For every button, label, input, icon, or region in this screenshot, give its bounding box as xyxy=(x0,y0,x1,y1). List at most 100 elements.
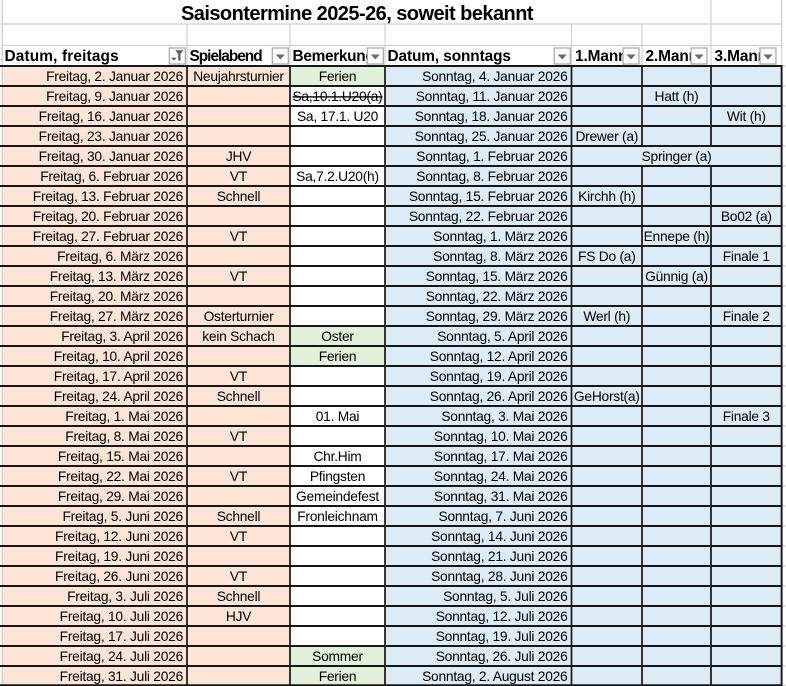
svg-text:Freitag, 30. Januar 2026: Freitag, 30. Januar 2026 xyxy=(39,149,184,164)
svg-text:Sonntag, 25. Januar 2026: Sonntag, 25. Januar 2026 xyxy=(415,129,568,144)
svg-text:VT: VT xyxy=(230,229,248,244)
svg-text:Sonntag, 12. Juli 2026: Sonntag, 12. Juli 2026 xyxy=(436,609,568,624)
svg-text:Freitag, 15. Mai 2026: Freitag, 15. Mai 2026 xyxy=(58,449,184,464)
svg-text:Freitag, 3. Juli 2026: Freitag, 3. Juli 2026 xyxy=(67,589,184,604)
svg-text:Freitag, 8. Mai 2026: Freitag, 8. Mai 2026 xyxy=(65,429,183,444)
svg-text:Freitag, 23. Januar 2026: Freitag, 23. Januar 2026 xyxy=(39,129,184,144)
svg-text:Sonntag, 19. April 2026: Sonntag, 19. April 2026 xyxy=(430,369,568,384)
svg-text:Günnig (a): Günnig (a) xyxy=(645,269,708,284)
svg-text:Sonntag, 8. März 2026: Sonntag, 8. März 2026 xyxy=(433,249,568,264)
svg-text:JHV: JHV xyxy=(226,149,252,164)
svg-text:Sonntag, 1. März 2026: Sonntag, 1. März 2026 xyxy=(433,229,568,244)
svg-text:3.Mann: 3.Mann xyxy=(715,48,767,65)
svg-text:Sonntag, 7. Juni 2026: Sonntag, 7. Juni 2026 xyxy=(439,509,569,524)
svg-text:Chr.Him: Chr.Him xyxy=(313,449,361,464)
svg-text:Osterturnier: Osterturnier xyxy=(204,309,274,324)
svg-text:Freitag, 27. März 2026: Freitag, 27. März 2026 xyxy=(50,309,184,324)
svg-text:Sonntag, 12. April 2026: Sonntag, 12. April 2026 xyxy=(430,349,568,364)
svg-text:Schnell: Schnell xyxy=(217,509,261,524)
svg-text:VT: VT xyxy=(230,529,248,544)
svg-text:HJV: HJV xyxy=(226,609,252,624)
svg-text:Finale 3: Finale 3 xyxy=(723,409,771,424)
svg-text:Schnell: Schnell xyxy=(217,389,261,404)
svg-text:Sonntag, 15. März 2026: Sonntag, 15. März 2026 xyxy=(426,269,568,284)
svg-text:Freitag, 27. Februar 2026: Freitag, 27. Februar 2026 xyxy=(33,229,184,244)
svg-text:Freitag, 12. Juni 2026: Freitag, 12. Juni 2026 xyxy=(55,529,184,544)
svg-text:Sonntag, 22. März 2026: Sonntag, 22. März 2026 xyxy=(426,289,568,304)
svg-text:Sa,7.2.U20(h): Sa,7.2.U20(h) xyxy=(296,169,379,184)
svg-text:Freitag, 17. Juli 2026: Freitag, 17. Juli 2026 xyxy=(60,629,184,644)
svg-text:Sonntag, 26. Juli 2026: Sonntag, 26. Juli 2026 xyxy=(436,649,568,664)
svg-text:VT: VT xyxy=(230,369,248,384)
svg-text:Datum, freitags: Datum, freitags xyxy=(5,48,119,65)
svg-text:Sonntag, 4. Januar 2026: Sonntag, 4. Januar 2026 xyxy=(422,69,568,84)
svg-text:Freitag, 13. März 2026: Freitag, 13. März 2026 xyxy=(50,269,184,284)
svg-text:Sonntag, 15. Februar 2026: Sonntag, 15. Februar 2026 xyxy=(409,189,568,204)
svg-text:Finale 2: Finale 2 xyxy=(723,309,770,324)
svg-text:Freitag, 10. Juli 2026: Freitag, 10. Juli 2026 xyxy=(60,609,184,624)
svg-text:Freitag, 2. Januar 2026: Freitag, 2. Januar 2026 xyxy=(46,69,183,84)
svg-text:Sonntag, 18. Januar 2026: Sonntag, 18. Januar 2026 xyxy=(415,109,568,124)
svg-text:1.Mann: 1.Mann xyxy=(575,48,627,65)
svg-text:Ferien: Ferien xyxy=(319,669,357,684)
svg-text:Finale 1: Finale 1 xyxy=(723,249,770,264)
svg-text:GeHorst(a): GeHorst(a) xyxy=(574,389,640,404)
svg-text:Hatt (h): Hatt (h) xyxy=(655,89,699,104)
svg-text:Sonntag, 5. April 2026: Sonntag, 5. April 2026 xyxy=(437,329,568,344)
svg-text:Oster: Oster xyxy=(321,329,354,344)
svg-text:Freitag, 5. Juni 2026: Freitag, 5. Juni 2026 xyxy=(62,509,183,524)
svg-text:Sonntag, 31. Mai 2026: Sonntag, 31. Mai 2026 xyxy=(434,489,568,504)
svg-text:Springer (a): Springer (a) xyxy=(642,149,712,164)
svg-text:VT: VT xyxy=(230,429,248,444)
svg-text:VT: VT xyxy=(230,569,248,584)
svg-text:Ferien: Ferien xyxy=(319,69,357,84)
svg-text:Saisontermine 2025-26, soweit: Saisontermine 2025-26, soweit bekannt xyxy=(181,3,534,25)
svg-text:Ennepe (h): Ennepe (h) xyxy=(644,229,710,244)
svg-text:VT: VT xyxy=(230,469,248,484)
svg-text:Sonntag, 2. August 2026: Sonntag, 2. August 2026 xyxy=(422,669,568,684)
svg-text:Freitag, 3. April 2026: Freitag, 3. April 2026 xyxy=(61,329,183,344)
svg-text:Sonntag, 8. Februar 2026: Sonntag, 8. Februar 2026 xyxy=(416,169,568,184)
svg-text:Drewer (a): Drewer (a) xyxy=(575,129,638,144)
svg-text:Sommer: Sommer xyxy=(312,649,363,664)
svg-text:Freitag, 31. Juli 2026: Freitag, 31. Juli 2026 xyxy=(60,669,184,684)
svg-text:Freitag, 24. April 2026: Freitag, 24. April 2026 xyxy=(54,389,184,404)
svg-text:Sonntag, 19. Juli 2026: Sonntag, 19. Juli 2026 xyxy=(436,629,568,644)
svg-text:Ferien: Ferien xyxy=(319,349,357,364)
svg-text:VT: VT xyxy=(230,169,248,184)
svg-text:Freitag, 1. Mai 2026: Freitag, 1. Mai 2026 xyxy=(65,409,183,424)
svg-text:Gemeindefest: Gemeindefest xyxy=(296,489,379,504)
svg-text:Sonntag, 22. Februar 2026: Sonntag, 22. Februar 2026 xyxy=(409,209,568,224)
svg-text:Sonntag, 17. Mai 2026: Sonntag, 17. Mai 2026 xyxy=(434,449,568,464)
svg-text:Sa,10.1.U20(a): Sa,10.1.U20(a) xyxy=(292,89,382,104)
svg-text:Freitag, 20. Februar 2026: Freitag, 20. Februar 2026 xyxy=(33,209,184,224)
svg-text:Sa, 17.1. U20: Sa, 17.1. U20 xyxy=(297,109,379,124)
svg-text:Sonntag, 29. März 2026: Sonntag, 29. März 2026 xyxy=(426,309,568,324)
svg-text:01. Mai: 01. Mai xyxy=(316,409,360,424)
svg-text:Freitag, 22. Mai 2026: Freitag, 22. Mai 2026 xyxy=(58,469,184,484)
svg-text:FS Do (a): FS Do (a) xyxy=(578,249,636,264)
svg-text:kein Schach: kein Schach xyxy=(202,329,274,344)
svg-text:Freitag, 29. Mai 2026: Freitag, 29. Mai 2026 xyxy=(58,489,184,504)
svg-text:Freitag, 24. Juli 2026: Freitag, 24. Juli 2026 xyxy=(60,649,184,664)
svg-text:Sonntag, 21. Juni 2026: Sonntag, 21. Juni 2026 xyxy=(431,549,568,564)
svg-text:Freitag, 17. April 2026: Freitag, 17. April 2026 xyxy=(54,369,184,384)
svg-text:Sonntag, 24. Mai 2026: Sonntag, 24. Mai 2026 xyxy=(434,469,568,484)
svg-text:Freitag, 16. Januar 2026: Freitag, 16. Januar 2026 xyxy=(39,109,184,124)
svg-text:Pfingsten: Pfingsten xyxy=(310,469,365,484)
svg-text:Sonntag, 11. Januar 2026: Sonntag, 11. Januar 2026 xyxy=(416,89,568,104)
svg-text:Bemerkung: Bemerkung xyxy=(293,48,375,65)
svg-text:VT: VT xyxy=(230,269,248,284)
svg-text:Kirchh (h): Kirchh (h) xyxy=(578,189,635,204)
svg-text:2.Mann: 2.Mann xyxy=(646,48,698,65)
svg-text:Sonntag, 1. Februar 2026: Sonntag, 1. Februar 2026 xyxy=(416,149,568,164)
svg-text:Bo02 (a): Bo02 (a) xyxy=(721,209,772,224)
svg-text:Sonntag, 3. Mai 2026: Sonntag, 3. Mai 2026 xyxy=(441,409,568,424)
svg-text:Schnell: Schnell xyxy=(217,189,261,204)
svg-text:Freitag, 19. Juni 2026: Freitag, 19. Juni 2026 xyxy=(55,549,184,564)
svg-text:Schnell: Schnell xyxy=(217,589,261,604)
svg-text:Freitag, 6. Februar 2026: Freitag, 6. Februar 2026 xyxy=(40,169,183,184)
svg-text:Werl (h): Werl (h) xyxy=(583,309,630,324)
svg-text:Sonntag, 26. April 2026: Sonntag, 26. April 2026 xyxy=(430,389,568,404)
svg-text:Wit (h): Wit (h) xyxy=(727,109,766,124)
